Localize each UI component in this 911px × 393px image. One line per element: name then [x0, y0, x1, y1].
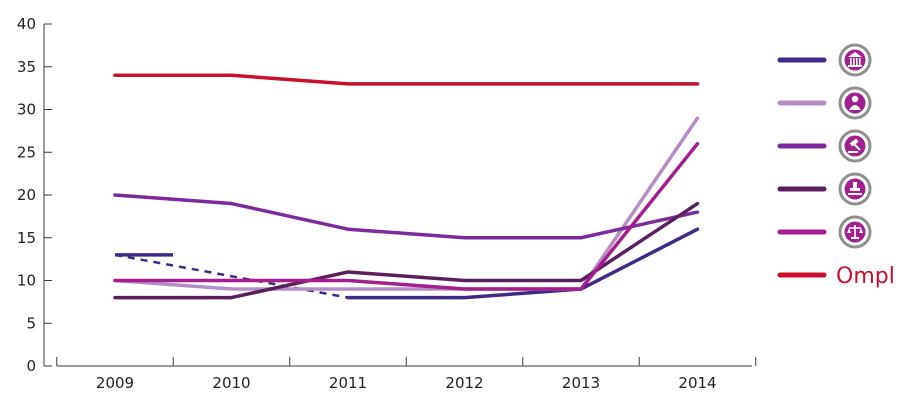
institution-icon — [838, 43, 872, 77]
series-2 — [113, 116, 700, 291]
legend-item-6: Ompl — [777, 264, 895, 289]
legend-item-2 — [777, 86, 872, 120]
series-1-line — [346, 227, 700, 300]
legend-item-5 — [777, 215, 872, 249]
series-6 — [113, 73, 700, 86]
series-4 — [113, 201, 700, 300]
x-tick-label: 2009 — [96, 374, 134, 392]
chart-legend: Ompl — [777, 43, 895, 289]
person-icon — [838, 86, 872, 120]
y-tick-label: 20 — [17, 186, 36, 204]
y-tick-label: 35 — [17, 58, 36, 76]
y-tick-label: 15 — [17, 229, 36, 247]
y-tick-label: 40 — [17, 15, 36, 33]
scales-icon — [838, 215, 872, 249]
series-2-line — [113, 116, 700, 291]
legend-item-4 — [777, 172, 872, 206]
series-3-line — [113, 193, 700, 240]
gavel-icon — [838, 129, 872, 163]
series-3 — [113, 193, 700, 240]
series-5 — [113, 141, 700, 291]
y-tick-label: 25 — [17, 143, 36, 161]
y-tick-label: 30 — [17, 101, 36, 119]
y-tick-label: 5 — [26, 314, 36, 332]
chart-series — [113, 73, 700, 300]
chart-axes: 0 5 10 15 20 25 30 35 40 2009 2010 2011 2012 2013 2014 — [17, 15, 757, 392]
legend-item-3 — [777, 129, 872, 163]
y-tick-label: 0 — [26, 357, 36, 375]
ompl-logo: Ompl — [836, 264, 895, 289]
x-tick-label: 2012 — [445, 374, 483, 392]
x-tick-label: 2014 — [678, 374, 716, 392]
x-tick-label: 2011 — [329, 374, 367, 392]
series-6-line — [113, 73, 700, 86]
stamp-icon — [838, 172, 872, 206]
series-1-gap-dashed — [114, 253, 349, 299]
x-tick-label: 2013 — [562, 374, 600, 392]
series-4-line — [113, 201, 700, 300]
x-tick-label: 2010 — [212, 374, 250, 392]
series-5-line — [113, 141, 700, 291]
y-tick-label: 10 — [17, 272, 36, 290]
legend-item-1 — [777, 43, 872, 77]
